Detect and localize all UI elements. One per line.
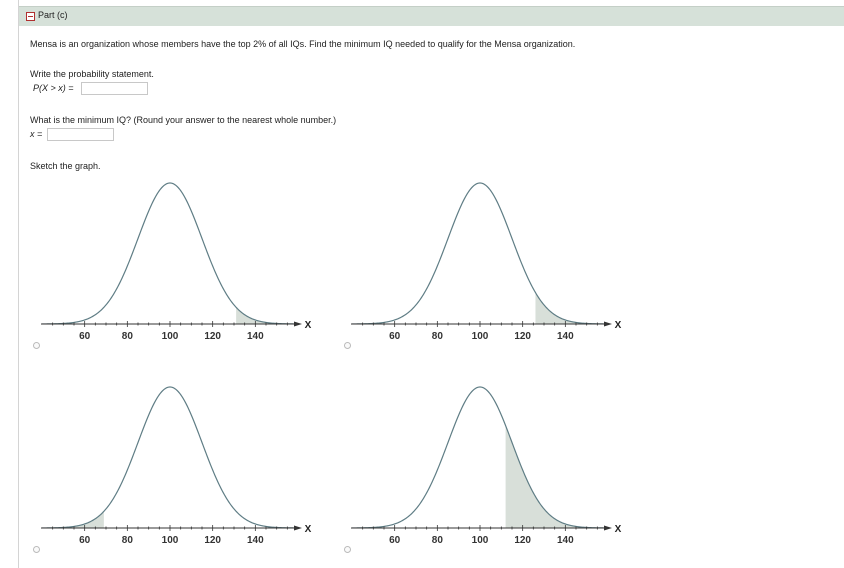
x-axis-arrow	[294, 525, 302, 531]
normal-curve	[42, 182, 298, 325]
graph-option-4: 60 80 100 120 140 X	[351, 386, 622, 546]
graph-option-2: 60 80 100 120 140 X	[351, 182, 622, 342]
shaded-region	[42, 511, 104, 528]
x-axis-label: X	[305, 320, 312, 331]
x-tick-label: 120	[204, 331, 221, 342]
x-tick-label: 140	[247, 535, 264, 546]
graph-option-1: 60 80 100 120 140 X	[41, 182, 312, 342]
x-tick-label: 120	[514, 331, 531, 342]
x-tick-label: 140	[557, 331, 574, 342]
part-title: Part (c)	[38, 10, 68, 20]
x-tick-label: 140	[557, 535, 574, 546]
question-text: Mensa is an organization whose members h…	[30, 39, 576, 49]
normal-curve	[352, 182, 608, 325]
x-tick-label: 80	[432, 331, 444, 342]
shaded-region	[535, 292, 608, 324]
graph-option-1-radio[interactable]	[33, 342, 40, 349]
min-iq-prompt: What is the minimum IQ? (Round your answ…	[30, 115, 337, 125]
x-tick-label: 80	[432, 535, 444, 546]
x-axis-label: X	[615, 524, 622, 535]
x-axis-arrow	[294, 321, 302, 327]
x-tick-label: 100	[162, 331, 179, 342]
x-axis-label: X	[305, 524, 312, 535]
collapse-toggle-icon[interactable]	[26, 12, 35, 21]
x-tick-label: 120	[204, 535, 221, 546]
min-iq-input[interactable]	[47, 128, 114, 141]
x-tick-label: 60	[79, 535, 91, 546]
shaded-region	[236, 307, 298, 324]
x-tick-label: 60	[389, 331, 401, 342]
probability-prompt: Write the probability statement.	[30, 69, 154, 79]
x-tick-label: 80	[122, 535, 134, 546]
graph-option-3-radio[interactable]	[33, 546, 40, 553]
x-tick-label: 100	[472, 535, 489, 546]
x-tick-label: 100	[162, 535, 179, 546]
normal-curve	[42, 386, 298, 529]
x-tick-label: 80	[122, 331, 134, 342]
min-iq-label: x =	[30, 129, 43, 139]
x-axis-label: X	[615, 320, 622, 331]
shaded-region	[505, 425, 608, 528]
normal-curve	[352, 386, 608, 529]
graph-option-2-radio[interactable]	[344, 342, 351, 349]
graph-option-3: 60 80 100 120 140 X	[41, 386, 312, 546]
sketch-prompt: Sketch the graph.	[30, 161, 101, 171]
x-axis-arrow	[604, 321, 612, 327]
x-tick-label: 140	[247, 331, 264, 342]
x-tick-label: 60	[79, 331, 91, 342]
x-tick-label: 100	[472, 331, 489, 342]
x-tick-label: 120	[514, 535, 531, 546]
probability-input[interactable]	[81, 82, 148, 95]
part-header: Part (c)	[19, 6, 844, 26]
graph-option-4-radio[interactable]	[344, 546, 351, 553]
probability-label: P(X > x) =	[33, 83, 74, 93]
x-tick-label: 60	[389, 535, 401, 546]
left-border	[18, 0, 19, 568]
x-axis-arrow	[604, 525, 612, 531]
